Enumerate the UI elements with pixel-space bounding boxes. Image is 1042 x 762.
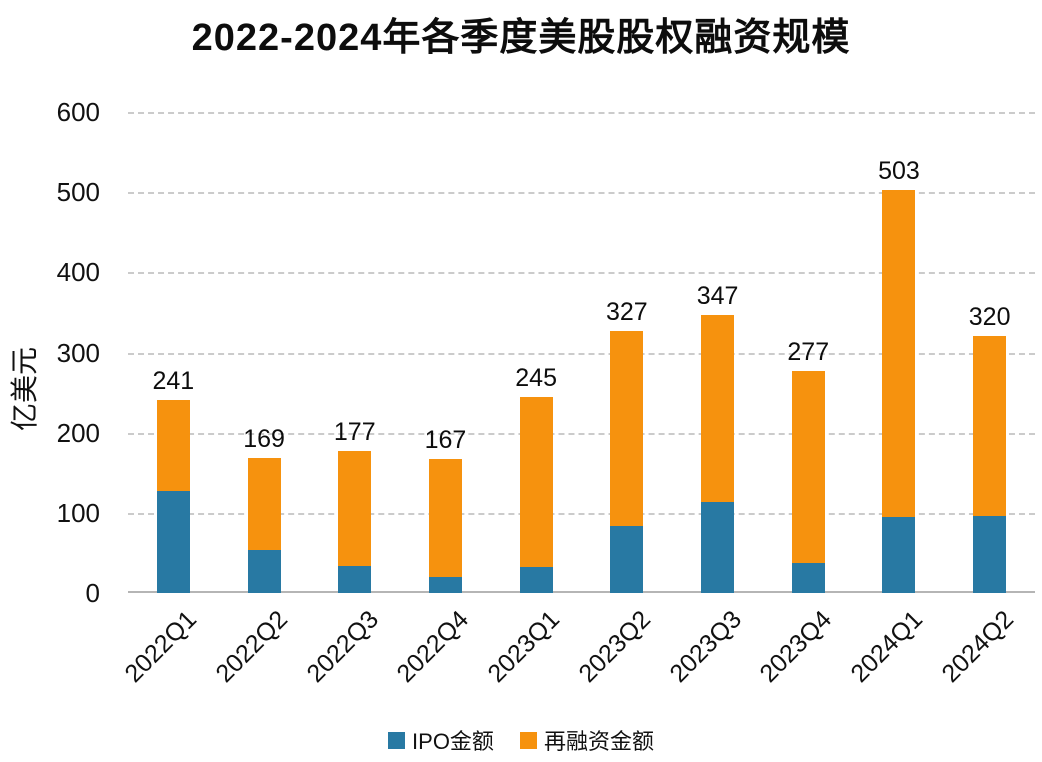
y-axis-tick-label: 100 [56, 497, 100, 528]
bar-segment-refinance-2022Q2 [247, 457, 281, 550]
bar-total-label-2022Q3: 177 [333, 418, 376, 447]
gridline-600 [128, 112, 1035, 114]
y-axis-tick-label: 500 [56, 177, 100, 208]
legend-label-ipo: IPO金额 [412, 729, 494, 754]
bar-total-label-2023Q1: 245 [515, 363, 557, 392]
bar-total-label-2023Q2: 327 [605, 297, 648, 326]
bar-segment-ipo-2022Q3 [338, 565, 372, 593]
bar-segment-refinance-2023Q2 [610, 330, 644, 526]
bar-segment-ipo-2023Q3 [701, 502, 735, 593]
bar-segment-ipo-2022Q2 [247, 549, 281, 593]
bar-segment-refinance-2022Q4 [428, 459, 462, 577]
bar-segment-ipo-2023Q1 [519, 566, 553, 593]
chart-title: 2022-2024年各季度美股股权融资规模 [191, 17, 851, 59]
bar-total-label-2023Q4: 277 [787, 337, 830, 366]
y-axis-tick-label: 600 [56, 97, 100, 127]
bar-segment-refinance-2023Q1 [519, 396, 553, 567]
legend-swatch-ipo [388, 731, 406, 749]
gridline-200 [128, 432, 1035, 435]
legend-item-ipo: IPO金额 [388, 724, 494, 756]
bar-segment-ipo-2024Q2 [973, 516, 1007, 593]
bar-segment-refinance-2022Q1 [156, 399, 190, 492]
bar-segment-ipo-2023Q2 [610, 525, 644, 593]
y-axis-tick-label: 200 [56, 417, 100, 448]
gridline-500 [128, 192, 1035, 195]
legend-label-refinance: 再融资金额 [543, 729, 654, 754]
gridline-100 [128, 512, 1035, 515]
y-axis-tick-label: 0 [85, 578, 100, 608]
bar-segment-ipo-2022Q4 [428, 576, 462, 593]
y-axis-tick-label: 300 [56, 337, 100, 368]
bar-total-label-2024Q2: 320 [968, 303, 1011, 332]
bar-total-label-2023Q3: 347 [696, 281, 739, 310]
bar-total-label-2022Q4: 167 [424, 426, 467, 455]
bar-total-label-2022Q2: 169 [243, 424, 285, 453]
bar-segment-refinance-2024Q2 [973, 336, 1007, 517]
legend-swatch-refinance [519, 731, 537, 749]
x-axis-line [128, 591, 1035, 593]
plot-area: 241 169 177 167 245 327 347 277 503 320 [128, 112, 1035, 593]
bar-segment-ipo-2024Q1 [882, 516, 916, 593]
bar-segment-refinance-2024Q1 [882, 189, 916, 517]
bar-segment-refinance-2022Q3 [338, 451, 372, 566]
gridline-300 [128, 352, 1035, 355]
gridline-400 [128, 272, 1035, 275]
bar-total-label-2024Q1: 503 [878, 156, 920, 185]
legend-item-refinance: 再融资金额 [519, 724, 654, 756]
bar-segment-refinance-2023Q4 [791, 370, 825, 563]
bar-total-label-2022Q1: 241 [152, 366, 195, 395]
bar-segment-ipo-2023Q4 [791, 562, 825, 593]
legend: IPO金额 再融资金额 [0, 724, 1042, 756]
bar-segment-refinance-2023Q3 [701, 314, 735, 503]
bar-segment-ipo-2022Q1 [156, 491, 190, 593]
y-axis-tick-label: 400 [56, 257, 100, 288]
